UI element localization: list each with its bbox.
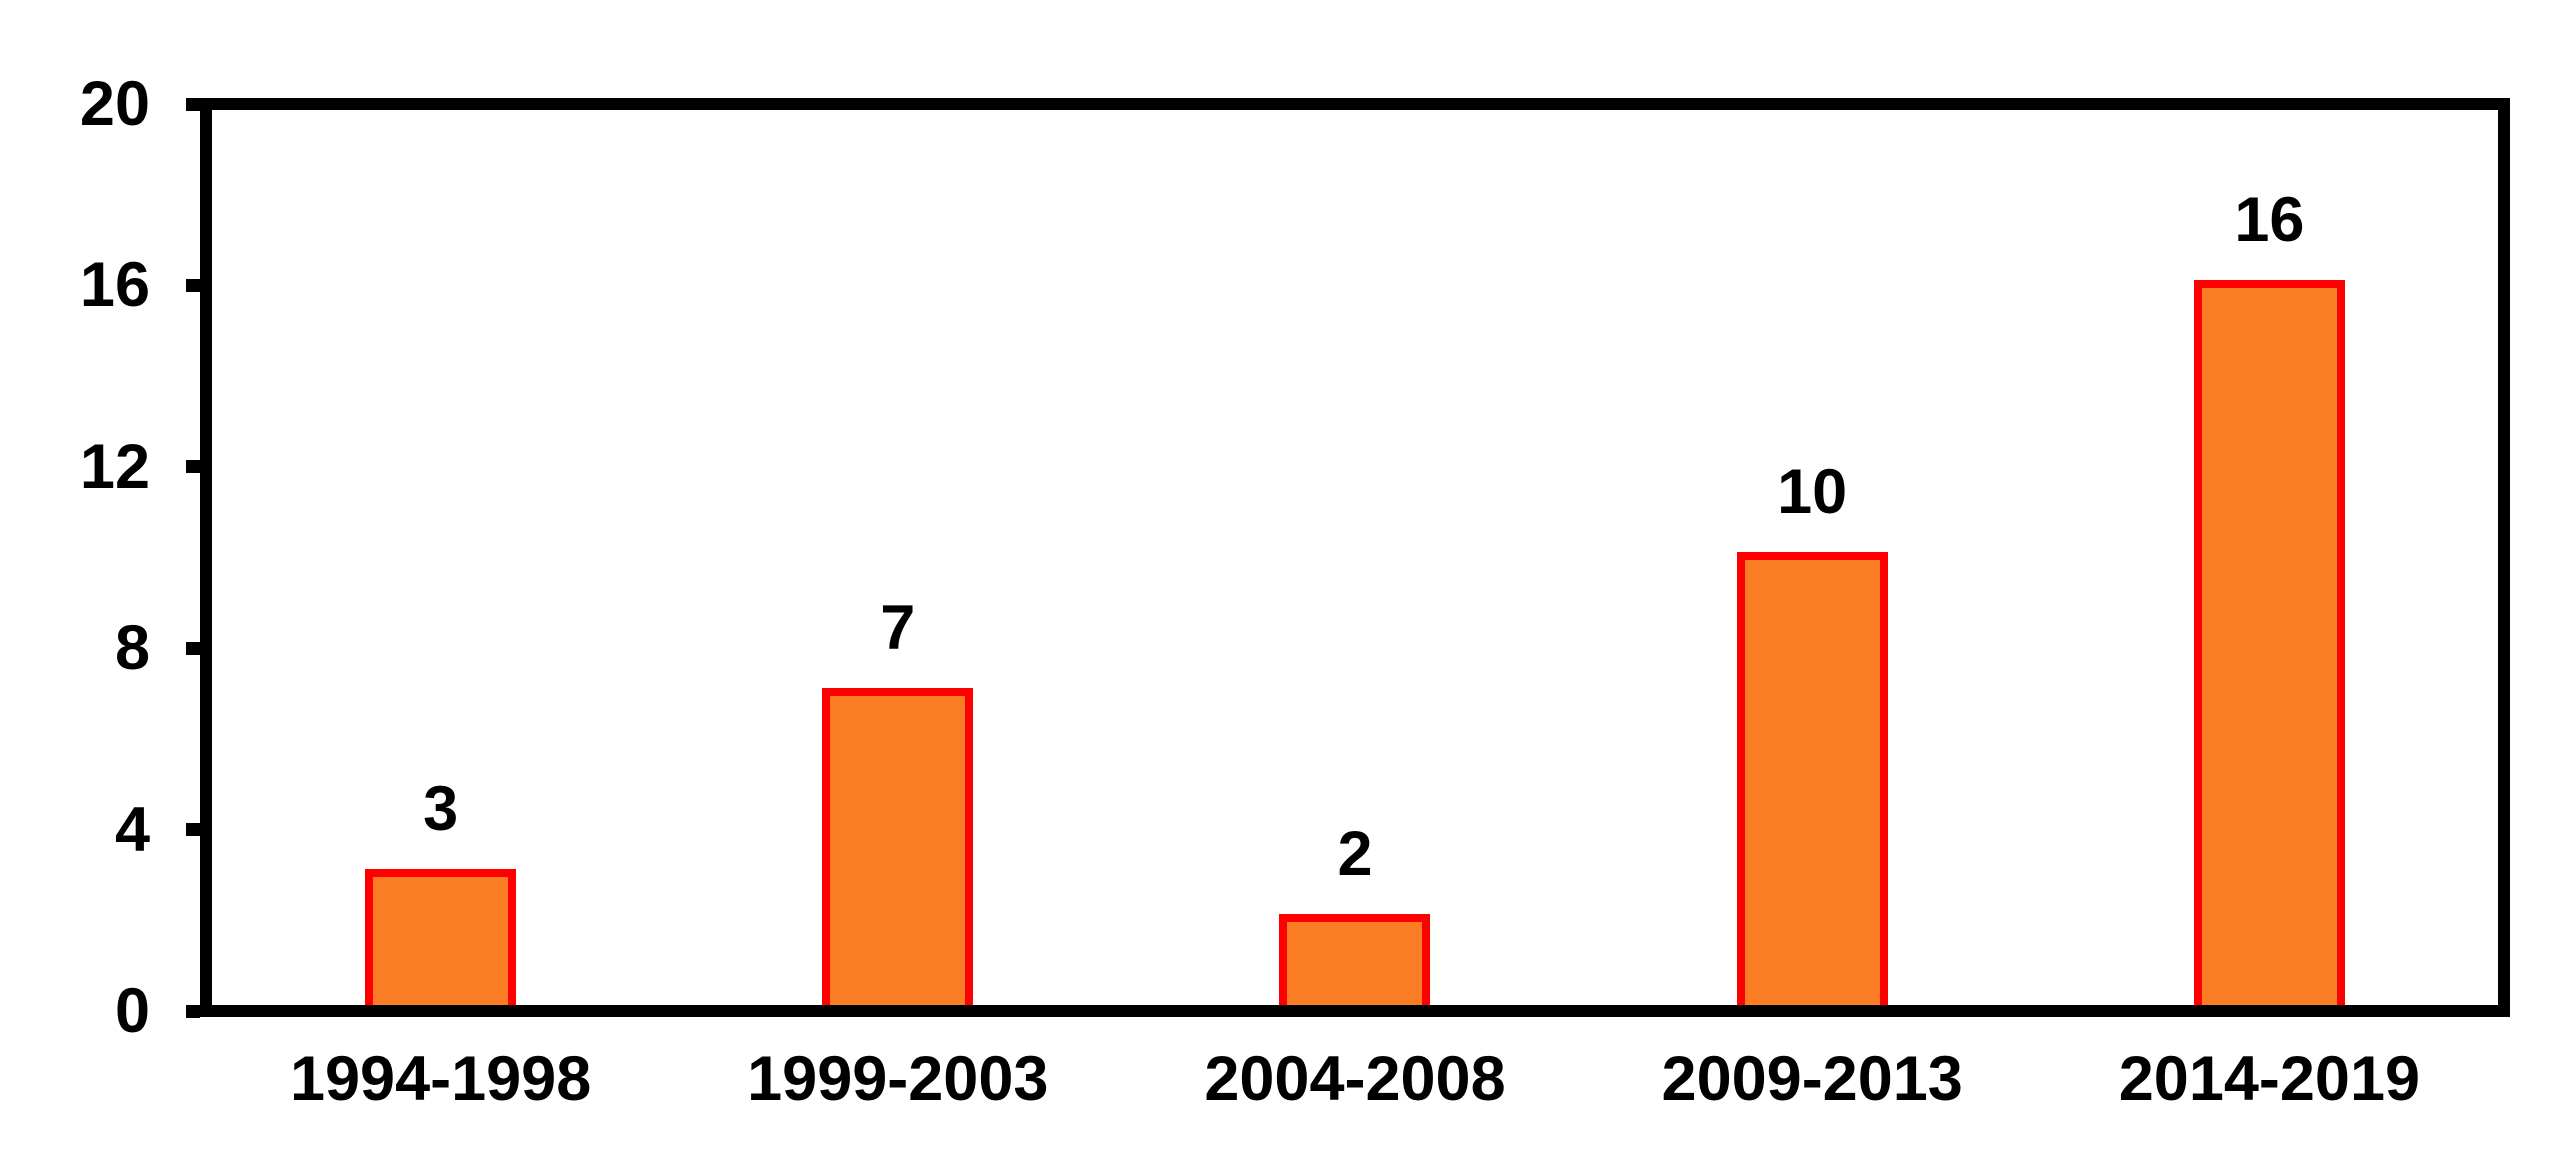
y-axis-tick-label: 8: [114, 613, 150, 684]
bar-value-label: 3: [423, 774, 459, 845]
y-axis-tick: [186, 1004, 200, 1018]
y-axis-tick-label: 16: [79, 250, 150, 321]
bar-1994-1998: [365, 869, 517, 1005]
y-axis-tick-label: 12: [79, 431, 150, 502]
bar-column: 10: [1584, 110, 2041, 1005]
x-axis-category-label: 1999-2003: [747, 1044, 1049, 1114]
y-axis-tick-label: 0: [114, 976, 150, 1046]
y-axis-tick-label: 4: [114, 794, 150, 865]
bar-value-label: 10: [1777, 457, 1848, 527]
y-axis-tick: [186, 460, 200, 474]
bar-column: 2: [1126, 110, 1583, 1005]
x-axis-category-label: 2014-2019: [2118, 1044, 2421, 1114]
y-axis-tick: [186, 823, 200, 837]
x-axis-category-label: 2009-2013: [1661, 1044, 1963, 1114]
bar-2004-2008: [1279, 914, 1431, 1005]
x-axis-category-label: 2004-2008: [1204, 1044, 1506, 1114]
y-axis-tick-label: 20: [79, 69, 150, 139]
bar-1999-2003: [822, 687, 974, 1005]
bar-column: 16: [2041, 110, 2498, 1005]
bar-value-label: 7: [880, 592, 916, 663]
y-axis-tick: [186, 97, 200, 111]
x-axis-category-label: 1994-1998: [289, 1044, 592, 1114]
bar-2014-2019: [2193, 280, 2345, 1005]
bar-value-label: 16: [2234, 185, 2305, 256]
bar-column: 7: [669, 110, 1126, 1005]
y-axis-tick: [186, 641, 200, 655]
bar-value-label: 2: [1337, 819, 1373, 890]
plot-area: [200, 98, 2510, 1017]
y-axis-tick: [186, 278, 200, 292]
bar-2009-2013: [1736, 552, 1888, 1005]
bar-column: 3: [212, 110, 669, 1005]
